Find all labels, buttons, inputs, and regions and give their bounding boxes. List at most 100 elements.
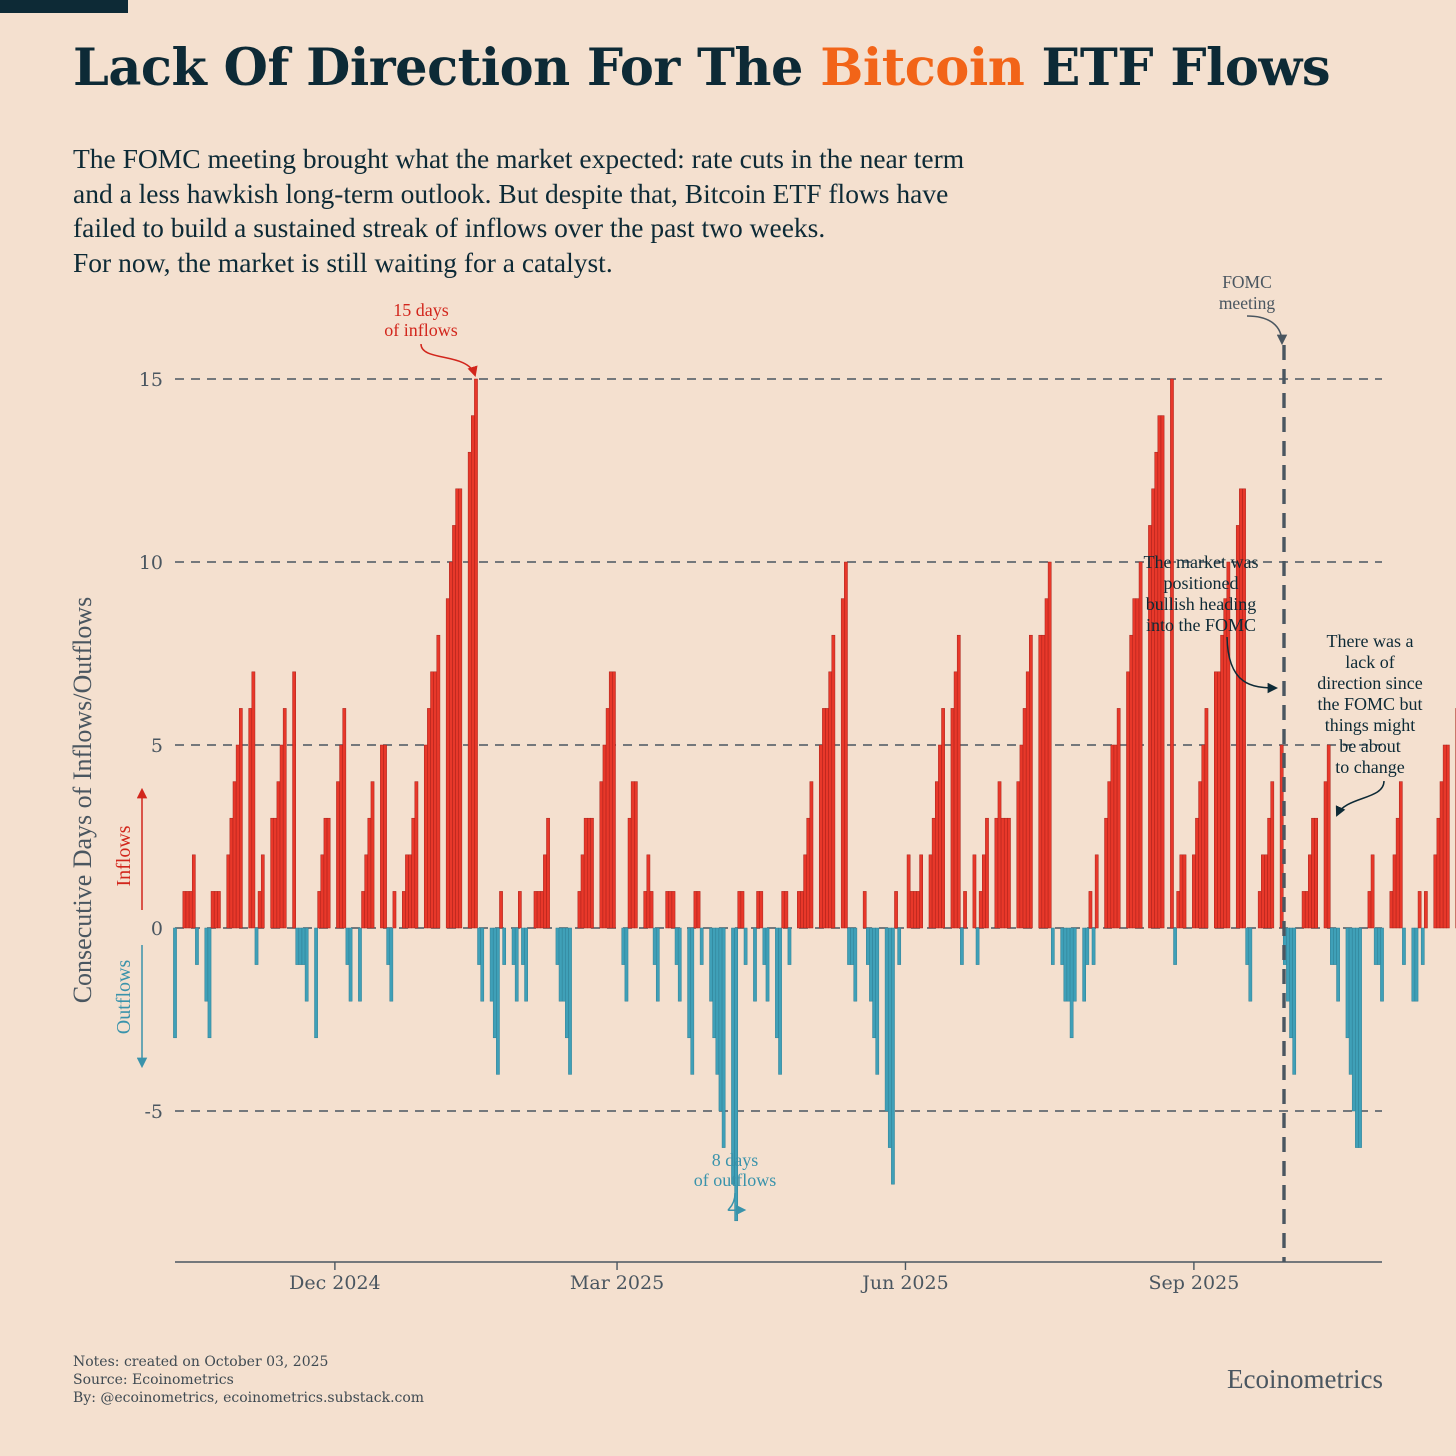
inflow-bar (583, 817, 588, 929)
inflow-bar (938, 744, 942, 929)
outflow-bar (655, 927, 660, 1002)
inflow-bar (665, 891, 670, 929)
inflow-bar (499, 891, 503, 929)
outflow-bar (1082, 927, 1086, 1002)
outflow-bar (778, 927, 782, 1075)
inflow-bar (1257, 891, 1262, 929)
outflow-bar (1085, 927, 1090, 965)
inflow-bar (1129, 634, 1134, 929)
inflow-bar (646, 854, 651, 929)
outflow-bar (1289, 927, 1293, 1039)
outflow-bar (358, 927, 362, 1002)
inflow-bar (458, 488, 463, 929)
y-tick-label: 15 (139, 369, 163, 391)
inflow-bar (1088, 891, 1093, 929)
inflow-bar (533, 891, 538, 929)
inflow-bar (1395, 817, 1400, 929)
inflow-bar (909, 891, 914, 929)
chart-title: Lack Of Direction For The Bitcoin ETF Fl… (73, 38, 1331, 98)
inflow-bar (427, 708, 431, 929)
inflow-bar (803, 854, 807, 929)
inflow-bar (1326, 744, 1331, 929)
outflow-bar (492, 927, 497, 1039)
subtitle-line: The FOMC meeting brought what the market… (73, 143, 965, 174)
inflow-bar (518, 891, 522, 929)
outflows-label: Outflows (113, 960, 135, 1035)
outflow-bar (1173, 927, 1177, 965)
inflow-bar (471, 415, 475, 929)
inflow-bar (276, 781, 281, 929)
inflow-bar (956, 634, 961, 929)
outflow-bar (1063, 927, 1068, 1002)
outflow-bar (254, 927, 259, 965)
inflow-bar (982, 854, 986, 929)
outflow-bar (524, 927, 528, 1002)
y-tick-label: 0 (151, 918, 163, 940)
footer-by-line: By: @ecoinometrics, ecoinometrics.substa… (73, 1390, 425, 1406)
inflow-bar (546, 817, 550, 929)
outflow-bar (1091, 927, 1096, 965)
outflow-bar (1066, 927, 1071, 1002)
inflow-bar (1094, 854, 1099, 929)
subtitle-line: and a less hawkish long-term outlook. Bu… (73, 177, 949, 209)
outflow-bar (869, 927, 873, 1002)
inflow-bar (257, 891, 262, 929)
inflow-bar (608, 671, 613, 929)
outflow-bar (753, 927, 757, 1002)
inflow-bar (1370, 854, 1375, 929)
inflow-bar (931, 817, 936, 929)
outflow-bar (718, 927, 723, 1112)
inflow-bar (323, 817, 328, 929)
inflow-bar (906, 854, 911, 929)
inflow-bar (213, 891, 218, 929)
inflow-bar (828, 671, 833, 929)
outflow-bar (389, 927, 394, 1002)
outflow-bar (674, 927, 679, 965)
inflow-bar (279, 744, 284, 929)
inflow-bar (1110, 744, 1115, 929)
outflow-bar (496, 927, 500, 1075)
inflow-bar (590, 817, 594, 929)
inflow-bar (251, 671, 256, 929)
inflow-bar (1267, 817, 1271, 929)
inflow-bar (1176, 891, 1181, 929)
annotation-arrow (1335, 780, 1385, 817)
outflow-bar (521, 927, 525, 965)
inflow-bar (963, 891, 967, 929)
outflow-bar (787, 927, 792, 965)
inflow-bar (380, 744, 384, 929)
inflow-bar (1154, 451, 1159, 929)
inflow-bar (1138, 561, 1143, 929)
inflow-bar (1392, 854, 1397, 929)
outflow-bar (847, 927, 851, 965)
outflow-bar (621, 927, 626, 965)
outflow-bar (1355, 927, 1359, 1148)
inflow-bar (367, 817, 372, 929)
outflow-bar (477, 927, 481, 965)
outflow-bar (884, 927, 889, 1112)
outflow-bar (386, 927, 391, 965)
outflow-bar (1245, 927, 1250, 965)
outflow-bar (173, 927, 177, 1039)
inflow-bar (1389, 891, 1394, 929)
outflow-bar (624, 927, 629, 1002)
inflow-bar (1436, 817, 1441, 929)
inflow-bar (248, 708, 253, 929)
inflow-bar (1417, 891, 1422, 929)
outflow-bar (715, 927, 720, 1075)
inflow-bar (693, 891, 698, 929)
inflow-bar (840, 598, 845, 929)
inflow-bar (1038, 634, 1043, 929)
inflow-bar (292, 671, 296, 929)
inflow-bar (1301, 891, 1306, 929)
outflow-bar (891, 927, 895, 1185)
inflow-bar (317, 891, 322, 929)
annotation-peak-inflows: 15 days of inflows (384, 300, 458, 340)
outflow-bar (295, 927, 300, 965)
inflow-bar (474, 378, 478, 929)
outflow-bar (1345, 927, 1350, 1039)
inflow-bar (433, 671, 438, 929)
inflow-bar (1433, 854, 1438, 929)
outflow-bar (1414, 927, 1419, 1002)
inflow-bar (185, 891, 190, 929)
